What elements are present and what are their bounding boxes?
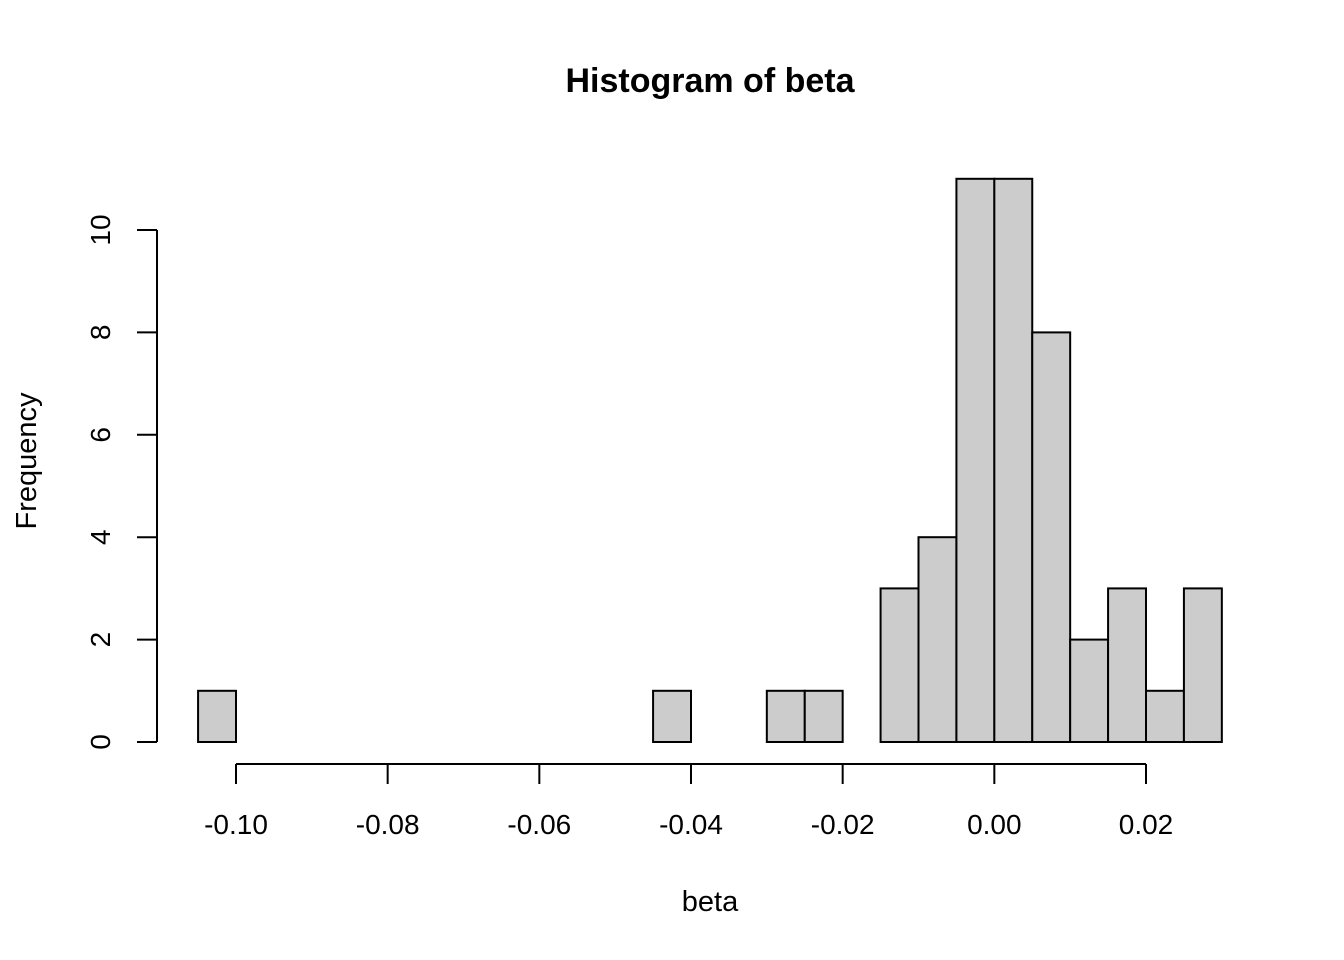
x-tick-label: -0.04 [659,809,723,840]
x-axis-label: beta [682,886,739,918]
x-tick-label: -0.08 [356,809,420,840]
histogram-bar [917,536,958,744]
histogram-bar [1107,587,1147,744]
y-tick-label: 10 [85,214,116,245]
x-tick-label: 0.00 [967,809,1022,840]
y-tick-label: 6 [85,427,116,443]
histogram-bar [803,689,844,743]
histogram-bar [197,689,237,743]
x-tick-label: 0.02 [1119,809,1174,840]
y-axis: 0 2 4 6 8 10 [85,214,158,750]
y-tick-label: 2 [85,632,116,648]
histogram-bar [879,587,920,744]
x-tick-label: -0.02 [811,809,875,840]
y-tick-label: 0 [85,734,116,750]
histogram-bar [1031,331,1072,743]
x-tick-label: -0.06 [507,809,571,840]
y-tick-label: 8 [85,325,116,341]
histogram-bar [1182,587,1223,744]
histogram-bar [765,689,806,743]
histogram-bar [1145,689,1185,743]
x-tick-label: -0.10 [204,809,268,840]
y-tick-label: 4 [85,529,116,545]
histogram-bar [955,177,996,744]
histogram-bar [652,689,693,743]
bars-group [197,177,1223,744]
histogram-bar [993,177,1034,744]
y-axis-label: Frequency [11,392,43,530]
histogram-bar [1069,638,1110,743]
x-axis: -0.10 -0.08 -0.06 -0.04 -0.02 0.00 0.02 [204,763,1174,840]
chart-title: Histogram of beta [565,62,855,100]
